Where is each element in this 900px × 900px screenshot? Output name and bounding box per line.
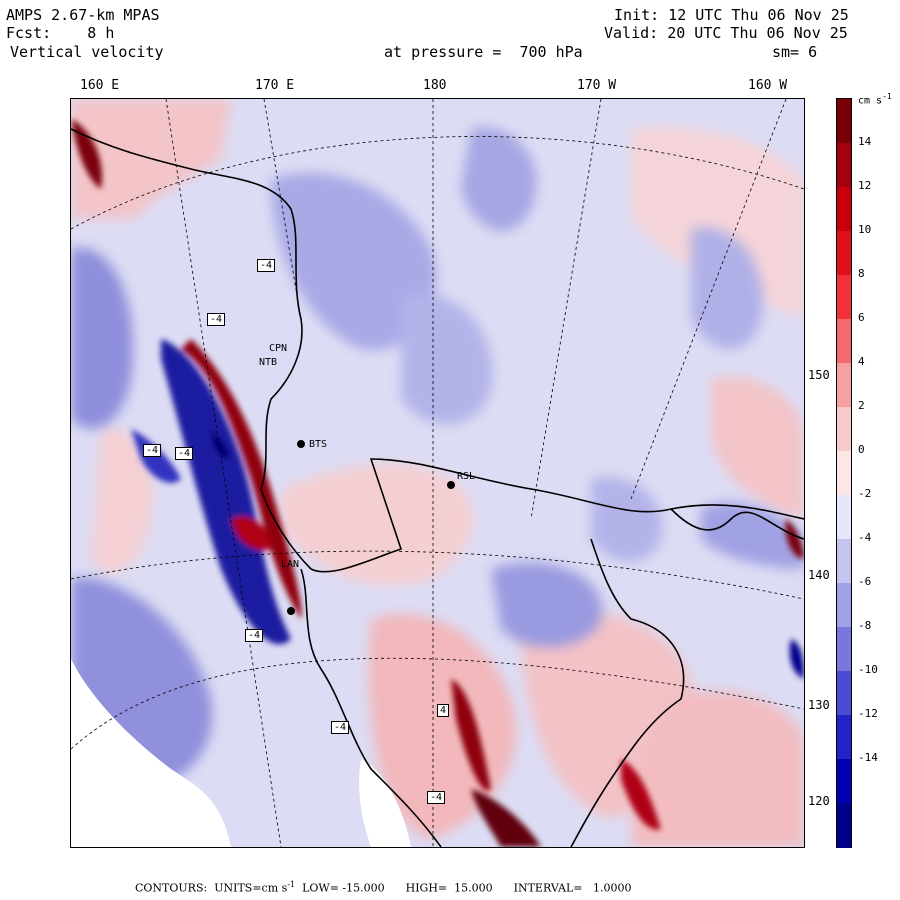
smoothing: sm= 6 bbox=[772, 43, 818, 61]
footer: CONTOURS: UNITS=cm s-1 LOW= -15.000 HIGH… bbox=[135, 880, 632, 895]
fcst-label: Fcst: bbox=[6, 24, 52, 42]
colorbar-tick-label: -4 bbox=[858, 531, 872, 544]
lat-label-120w: 120 W bbox=[807, 794, 846, 808]
graticule bbox=[71, 99, 804, 847]
colorbar-tick-label: 6 bbox=[858, 311, 865, 324]
colorbar-tick-label: 10 bbox=[858, 223, 872, 236]
colorbar-segment bbox=[837, 583, 851, 628]
lat-label-150w: 150 W bbox=[807, 368, 846, 382]
contour-label: -4 bbox=[143, 444, 162, 457]
forecast-label: Fcst: 8 h bbox=[6, 24, 114, 42]
upward-motion-regions bbox=[71, 99, 804, 847]
valid-time: Valid: 20 UTC Thu 06 Nov 25 bbox=[604, 24, 848, 42]
colorbar bbox=[836, 98, 852, 848]
colorbar-tick-label: -14 bbox=[858, 751, 878, 764]
colorbar-unit-text: cm s bbox=[858, 95, 883, 107]
footer-contours: CONTOURS: UNITS=cm s bbox=[135, 881, 288, 895]
lon-label-170e: 170 E bbox=[255, 78, 295, 93]
contour-label: -4 bbox=[427, 791, 446, 804]
colorbar-segment bbox=[837, 275, 851, 320]
colorbar-tick-label: 0 bbox=[858, 443, 865, 456]
no-data-area-2 bbox=[359, 759, 411, 847]
lat-label-130w: 130 W bbox=[807, 698, 846, 712]
footer-high: HIGH= 15.000 bbox=[405, 881, 493, 895]
station-cpn: CPN bbox=[269, 343, 288, 354]
colorbar-segment bbox=[837, 187, 851, 232]
colorbar-segment bbox=[837, 363, 851, 408]
colorbar-segment bbox=[837, 231, 851, 276]
colorbar-segment bbox=[837, 143, 851, 188]
colorbar-segment bbox=[837, 759, 851, 804]
colorbar-tick-label: 4 bbox=[858, 355, 865, 368]
colorbar-tick-label: -8 bbox=[858, 619, 872, 632]
colorbar-tick-label: -12 bbox=[858, 707, 878, 720]
vertical-velocity-map[interactable]: CPN NTB BTS RSL LAN -4 -4 -4 -4 -4 4 -4 … bbox=[70, 98, 805, 848]
map-canvas bbox=[71, 99, 804, 847]
colorbar-unit: cm s-1 bbox=[858, 92, 892, 106]
footer-exp: -1 bbox=[287, 880, 296, 889]
footer-interval: INTERVAL= 1.0000 bbox=[513, 881, 632, 895]
colorbar-tick-label: 2 bbox=[858, 399, 865, 412]
colorbar-segment bbox=[837, 319, 851, 364]
colorbar-segment bbox=[837, 803, 851, 848]
contour-label: -4 bbox=[207, 313, 226, 326]
colorbar-tick-label: 14 bbox=[858, 135, 872, 148]
no-data-area bbox=[71, 659, 231, 847]
colorbar-tick-label: -10 bbox=[858, 663, 878, 676]
lon-label-160w: 160 W bbox=[748, 78, 788, 93]
colorbar-tick-label: 12 bbox=[858, 179, 872, 192]
colorbar-segment bbox=[837, 715, 851, 760]
colorbar-segment bbox=[837, 539, 851, 584]
downward-motion-regions bbox=[71, 127, 804, 791]
lat-label-140w: 140 W bbox=[807, 568, 846, 582]
pressure-level: at pressure = 700 hPa bbox=[384, 43, 583, 61]
colorbar-segment bbox=[837, 99, 851, 144]
colorbar-segment bbox=[837, 627, 851, 672]
colorbar-segment bbox=[837, 407, 851, 452]
colorbar-tick-label: 8 bbox=[858, 267, 865, 280]
lon-label-160e: 160 E bbox=[80, 78, 120, 93]
colorbar-unit-exp: -1 bbox=[882, 92, 892, 101]
model-title: AMPS 2.67-km MPAS bbox=[6, 6, 160, 24]
station-rsl: RSL bbox=[457, 471, 476, 482]
contour-label: -4 bbox=[257, 259, 276, 272]
colorbar-tick-label: -6 bbox=[858, 575, 872, 588]
lon-label-180: 180 bbox=[423, 78, 447, 93]
colorbar-segment bbox=[837, 451, 851, 496]
station-bts: BTS bbox=[309, 439, 328, 450]
colorbar-segment bbox=[837, 671, 851, 716]
footer-low: LOW= -15.000 bbox=[302, 881, 385, 895]
station-ntb: NTB bbox=[259, 357, 278, 368]
colorbar-tick-label: -2 bbox=[858, 487, 872, 500]
field-name: Vertical velocity bbox=[10, 43, 164, 61]
station-lan: LAN bbox=[281, 559, 300, 570]
contour-label: -4 bbox=[331, 721, 350, 734]
lon-label-170w: 170 W bbox=[577, 78, 617, 93]
contour-label: -4 bbox=[175, 447, 194, 460]
init-time: Init: 12 UTC Thu 06 Nov 25 bbox=[614, 6, 849, 24]
contour-label: 4 bbox=[437, 704, 450, 717]
colorbar-segment bbox=[837, 495, 851, 540]
station-markers bbox=[287, 440, 455, 615]
coastlines bbox=[71, 128, 804, 847]
fcst-value: 8 h bbox=[87, 24, 115, 42]
contour-label: -4 bbox=[245, 629, 264, 642]
